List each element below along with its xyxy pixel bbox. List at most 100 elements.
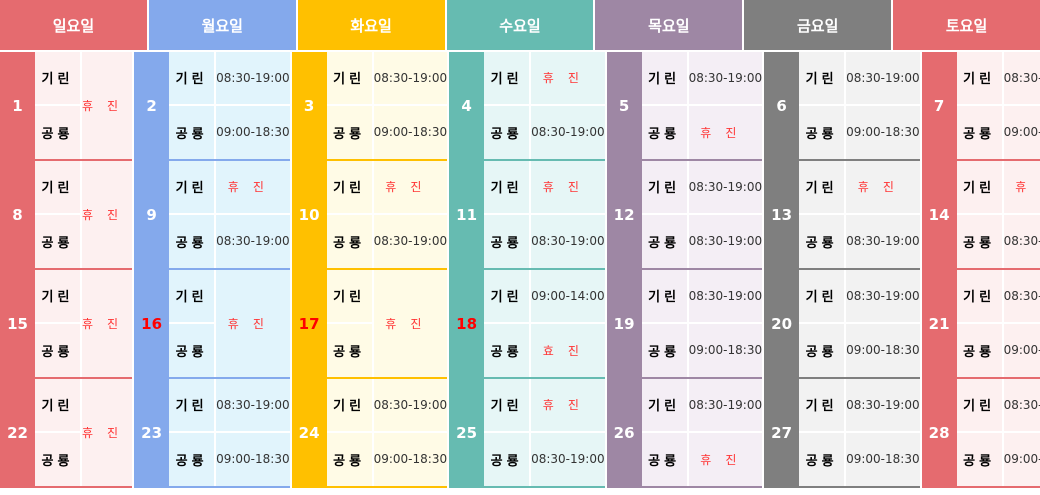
weekday-header-cell: 월요일 xyxy=(148,0,296,50)
hours-value: 08:30-19:00 xyxy=(688,270,763,324)
day-cell[interactable]: 23 기린 08:30-19:00 공룡 09:00-18:30 xyxy=(134,379,290,488)
day-cell[interactable]: 6 기린 08:30-19:00 공룡 09:00-18:30 xyxy=(764,52,920,161)
doctor-name-label: 기린 xyxy=(956,161,1004,215)
day-schedule: 기린 휴진 공룡 xyxy=(35,52,132,159)
date-number: 15 xyxy=(0,270,35,377)
hours-value: 09:00-14:00 xyxy=(531,270,605,324)
day-schedule: 기린 08:30-19:00 공룡 09:00-18:30 xyxy=(799,379,920,486)
hours-value: 08:30-19:00 xyxy=(688,161,763,215)
day-cell[interactable]: 2 기린 08:30-19:00 공룡 09:00-18:30 xyxy=(134,52,290,161)
hours-value: 09:00-18:30 xyxy=(216,125,290,140)
doctor-name-label: 공룡 xyxy=(327,432,374,486)
doctor-name-label: 공룡 xyxy=(642,214,689,268)
doctor-name-label: 공룡 xyxy=(484,323,532,377)
day-cell[interactable]: 8 기린 휴진 공룡 xyxy=(0,161,133,270)
day-cell[interactable]: 12 기린 08:30-19:00 공룡 08:30-19:00 xyxy=(606,161,763,270)
doctor-name-label: 기린 xyxy=(169,52,217,106)
hours-value: 08:30-19:00 xyxy=(688,234,763,249)
hours-value: 08:30-19:00 xyxy=(688,379,763,433)
closed-label: 휴진 xyxy=(82,317,133,331)
doctor-name-label: 기린 xyxy=(799,161,847,215)
doctor-name-label: 기린 xyxy=(484,161,532,215)
day-cell[interactable]: 10 기린 휴진 공룡 08:30-19:00 xyxy=(291,161,448,270)
date-number: 18 xyxy=(449,270,485,377)
hours-value: 효진 xyxy=(542,343,593,358)
day-schedule: 기린 휴진 공룡 08:30-19:00 xyxy=(169,161,290,268)
doctor-name-label: 기린 xyxy=(35,270,82,324)
day-cell[interactable]: 15 기린 휴진 공룡 xyxy=(0,270,133,379)
doctor-name-label: 기린 xyxy=(956,379,1004,433)
doctor-name-label: 기린 xyxy=(956,52,1004,106)
hours-value: 08:30-19:00 xyxy=(846,270,920,324)
doctor-name-label: 기린 xyxy=(484,52,532,106)
doctor-name-label: 기린 xyxy=(326,270,374,324)
day-cell[interactable]: 14기린휴진공룡08:30-14:00 xyxy=(921,161,1040,270)
hours-value: 09:00-18:30 xyxy=(688,343,763,358)
day-schedule: 기린 08:30-19:00 공룡 휴진 xyxy=(641,379,763,486)
date-number: 20 xyxy=(764,270,800,377)
hours-value: 휴진 xyxy=(531,379,605,433)
doctor-name-label: 공룡 xyxy=(169,323,217,377)
closed-label: 휴진 xyxy=(82,426,133,440)
doctor-name-label: 기린 xyxy=(641,52,689,106)
day-cell[interactable]: 19 기린 08:30-19:00 공룡 09:00-18:30 xyxy=(606,270,763,379)
day-cell[interactable]: 27 기린 08:30-19:00 공룡 09:00-18:30 xyxy=(764,379,920,488)
day-cell[interactable]: 20 기린 08:30-19:00 공룡 09:00-18:30 xyxy=(764,270,920,379)
day-cell[interactable]: 18 기린 09:00-14:00 공룡 효진 xyxy=(449,270,605,379)
day-cell[interactable]: 25 기린 휴진 공룡 08:30-19:00 xyxy=(449,379,605,488)
doctor-name-label: 기린 xyxy=(169,379,217,433)
hours-value: 08:30-14:00 xyxy=(1003,270,1040,324)
doctor-name-label: 기린 xyxy=(169,161,217,215)
doctor-name-label: 기린 xyxy=(35,379,82,433)
doctor-name-label: 공룡 xyxy=(957,432,1004,486)
day-cell[interactable]: 26 기린 08:30-19:00 공룡 휴진 xyxy=(606,379,763,488)
day-cell[interactable]: 3 기린 08:30-19:00 공룡 09:00-18:30 xyxy=(291,52,448,161)
date-number: 22 xyxy=(0,379,35,486)
date-number: 25 xyxy=(449,379,485,486)
hours-value: 휴진 xyxy=(846,161,920,215)
day-cell[interactable]: 11 기린 휴진 공룡 08:30-19:00 xyxy=(449,161,605,270)
date-number: 26 xyxy=(606,379,642,486)
day-cell[interactable]: 17 기린 휴진 공룡 xyxy=(291,270,448,379)
doctor-name-label: 기린 xyxy=(326,52,374,106)
day-cell[interactable]: 4 기린 휴진 공룡 08:30-19:00 xyxy=(449,52,605,161)
date-number: 17 xyxy=(291,270,327,377)
date-number: 2 xyxy=(134,52,170,159)
weekday-header-cell: 토요일 xyxy=(893,0,1040,50)
hours-value: 08:30-19:00 xyxy=(846,379,920,433)
day-schedule: 기린 08:30-19:00 공룡 09:00-18:30 xyxy=(169,52,290,159)
day-cell[interactable]: 16 기린 휴진 공룡 xyxy=(134,270,290,379)
hours-value: 08:30-19:00 xyxy=(373,52,448,106)
hours-value: 휴진 xyxy=(700,125,751,140)
day-cell[interactable]: 9 기린 휴진 공룡 08:30-19:00 xyxy=(134,161,290,270)
doctor-name-label: 기린 xyxy=(484,270,532,324)
hours-value: 08:30-19:00 xyxy=(216,379,290,433)
day-cell[interactable]: 1 기린 휴진 공룡 xyxy=(0,52,133,161)
doctor-name-label: 공룡 xyxy=(642,432,689,486)
day-cell[interactable]: 13 기린 휴진 공룡 08:30-19:00 xyxy=(764,161,920,270)
hours-value: 휴진 xyxy=(1003,161,1040,215)
day-schedule: 기린 휴진 공룡 xyxy=(169,270,290,377)
day-cell[interactable]: 5 기린 08:30-19:00 공룡 휴진 xyxy=(606,52,763,161)
day-schedule: 기린 휴진 공룡 08:30-19:00 xyxy=(484,52,605,159)
doctor-name-label: 공룡 xyxy=(327,214,374,268)
hours-value: 09:00-13:00 xyxy=(1003,343,1040,358)
day-cell[interactable]: 24 기린 08:30-19:00 공룡 09:00-18:30 xyxy=(291,379,448,488)
closed-label: 휴진 xyxy=(227,317,278,331)
doctor-name-label: 기린 xyxy=(799,379,847,433)
day-cell[interactable]: 22 기린 휴진 공룡 xyxy=(0,379,133,488)
doctor-name-label: 공룡 xyxy=(799,214,847,268)
hours-value: 08:30-19:00 xyxy=(216,52,290,106)
hours-value: 09:00-13:00 xyxy=(1003,452,1040,467)
day-schedule: 기린 08:30-19:00 공룡 09:00-18:30 xyxy=(326,379,448,486)
hours-value: 09:00-18:30 xyxy=(846,343,920,358)
day-schedule: 기린 휴진 공룡 08:30-19:00 xyxy=(484,161,605,268)
doctor-name-label: 공룡 xyxy=(484,432,532,486)
day-schedule: 기린 휴진 공룡 xyxy=(326,270,448,377)
date-number: 10 xyxy=(291,161,327,268)
